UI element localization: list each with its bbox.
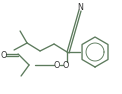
Text: N: N bbox=[77, 3, 83, 11]
Text: O: O bbox=[1, 50, 7, 60]
Text: O: O bbox=[54, 61, 60, 69]
Text: O: O bbox=[63, 61, 69, 69]
